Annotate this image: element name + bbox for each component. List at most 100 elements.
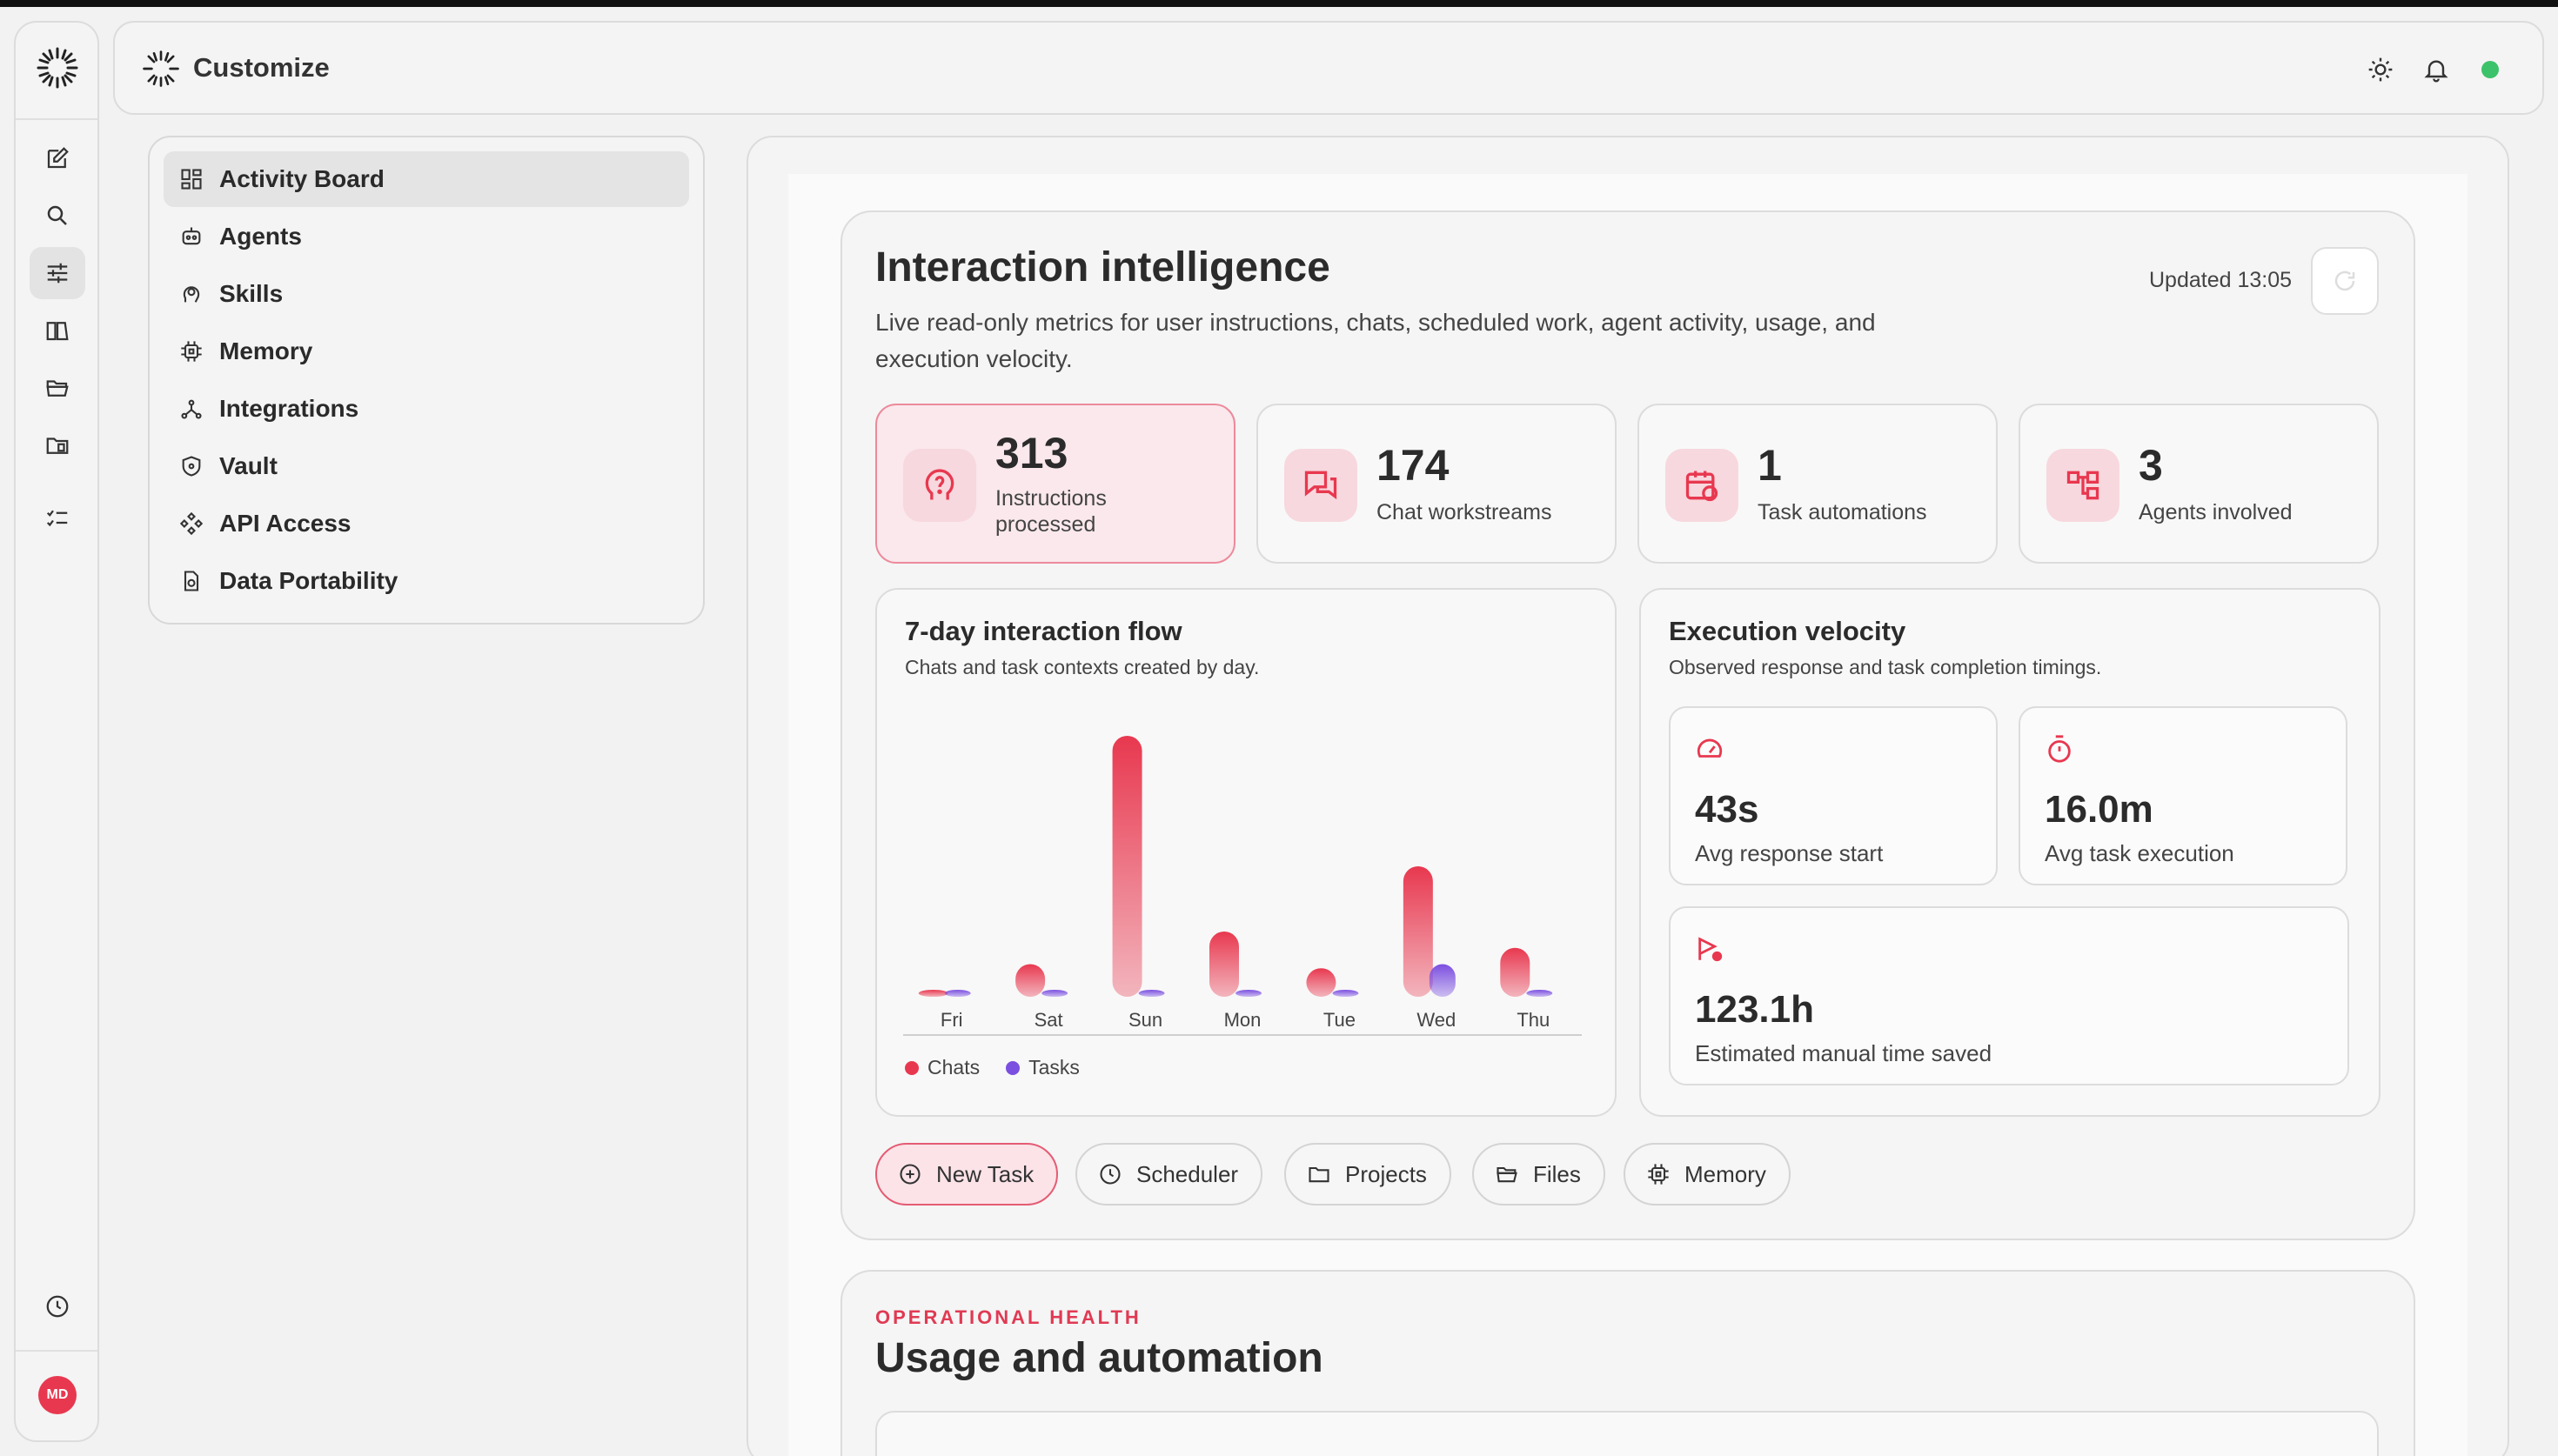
pill-label: Memory	[1684, 1160, 1766, 1187]
stat-label: Instructions processed	[995, 486, 1107, 537]
book-icon	[46, 322, 69, 341]
chip-icon	[181, 341, 202, 362]
nav-item-label: Integrations	[219, 395, 359, 422]
plus-circle-icon	[900, 1164, 921, 1185]
section-title: Usage and automation	[875, 1335, 1323, 1381]
memory-button[interactable]: Memory	[1624, 1143, 1791, 1206]
metric-value: 16.0m	[2045, 788, 2153, 831]
bar-chats-fri	[918, 990, 948, 997]
rail-new-chat-button[interactable]	[30, 132, 85, 184]
scheduler-button[interactable]: Scheduler	[1075, 1143, 1263, 1206]
rail-files-button[interactable]	[30, 419, 85, 471]
nav-item-agents[interactable]: Agents	[164, 209, 689, 264]
rail-search-button[interactable]	[30, 190, 85, 242]
nav-item-label: Data Portability	[219, 567, 398, 594]
nav-item-vault[interactable]: Vault	[164, 438, 689, 494]
checklist-icon	[46, 510, 68, 527]
stat-card-chats[interactable]: 174 Chat workstreams	[1256, 404, 1617, 564]
pill-label: Projects	[1345, 1160, 1427, 1187]
app-logo-icon[interactable]	[35, 45, 80, 90]
stat-card-agents[interactable]: 3 Agents involved	[2019, 404, 2379, 564]
brain-icon	[183, 286, 200, 303]
chat-bubbles-icon	[1304, 471, 1337, 500]
bell-icon	[2424, 60, 2448, 83]
top-header: Customize	[113, 21, 2544, 115]
api-icon	[179, 511, 204, 536]
files-button[interactable]: Files	[1472, 1143, 1605, 1206]
refresh-icon	[2334, 270, 2355, 291]
rail-library-button[interactable]	[30, 304, 85, 357]
bar-chats-thu	[1500, 947, 1530, 997]
app-logo-icon	[143, 50, 179, 87]
nav-item-label: Agents	[219, 223, 302, 250]
stat-card-automations[interactable]: 1 Task automations	[1637, 404, 1998, 564]
flag-clock-icon	[1698, 937, 1723, 962]
left-rail: MD	[14, 21, 99, 1442]
stat-label: Chat workstreams	[1376, 500, 1552, 524]
x-tick-label: Tue	[1323, 1009, 1356, 1031]
sliders-icon	[47, 263, 68, 284]
shield-icon	[182, 456, 201, 477]
projects-button[interactable]: Projects	[1284, 1143, 1451, 1206]
section-title: Interaction intelligence	[875, 244, 1330, 291]
x-tick-label: Thu	[1517, 1009, 1550, 1031]
nav-item-label: Memory	[219, 337, 313, 364]
legend-tasks-swatch	[1006, 1060, 1021, 1075]
interaction-flow-chart: Fri Sat Sun Mon Tue Wed Thu	[903, 736, 1582, 1036]
bar-tasks-thu	[1526, 990, 1553, 997]
stat-value: 174	[1376, 441, 1450, 490]
edit-icon	[47, 147, 69, 169]
nav-item-memory[interactable]: Memory	[164, 324, 689, 379]
calendar-repeat-icon	[1685, 471, 1718, 502]
velocity-title: Execution velocity	[1669, 616, 1906, 646]
stopwatch-icon	[2048, 735, 2071, 763]
chip-icon	[1648, 1164, 1669, 1185]
folder-file-icon	[46, 437, 69, 454]
section-eyebrow: OPERATIONAL HEALTH	[875, 1306, 1142, 1328]
bar-chats-sun	[1112, 736, 1142, 997]
status-indicator	[2481, 61, 2499, 78]
nav-item-label: Activity Board	[219, 165, 385, 192]
network-icon	[181, 399, 202, 419]
x-tick-label: Mon	[1224, 1009, 1262, 1031]
rail-tasks-button[interactable]	[30, 492, 85, 544]
rail-customize-button[interactable]	[30, 247, 85, 299]
nav-item-integrations[interactable]: Integrations	[164, 381, 689, 437]
flow-title: 7-day interaction flow	[905, 616, 1182, 646]
nav-item-data-portability[interactable]: Data Portability	[164, 553, 689, 609]
nav-item-label: API Access	[219, 510, 352, 537]
x-tick-label: Wed	[1416, 1009, 1456, 1031]
notifications-button[interactable]	[2419, 52, 2454, 87]
stat-value: 313	[995, 429, 1068, 478]
robot-icon	[182, 227, 201, 245]
page-title: Customize	[193, 52, 330, 83]
dashboard-icon	[181, 169, 202, 190]
avatar[interactable]: MD	[38, 1376, 77, 1414]
nav-item-skills[interactable]: Skills	[164, 266, 689, 322]
rail-projects-button[interactable]	[30, 362, 85, 414]
stat-value: 1	[1758, 441, 1782, 490]
metric-task-execution: 16.0m Avg task execution	[2019, 706, 2347, 885]
question-head-icon	[925, 469, 954, 500]
rail-history-button[interactable]	[30, 1280, 85, 1332]
new-task-button[interactable]: New Task	[875, 1143, 1059, 1206]
stat-value: 3	[2139, 441, 2163, 490]
metric-label: Estimated manual time saved	[1695, 1040, 1992, 1066]
theme-toggle-button[interactable]	[2363, 52, 2398, 87]
bar-tasks-mon	[1235, 990, 1262, 997]
file-export-icon	[184, 571, 199, 591]
nav-item-activity-board[interactable]: Activity Board	[164, 151, 689, 207]
metric-response-start: 43s Avg response start	[1669, 706, 1998, 885]
bar-tasks-fri	[944, 990, 971, 997]
section-description: Live read-only metrics for user instruct…	[875, 309, 1876, 372]
refresh-button[interactable]	[2311, 247, 2379, 315]
metric-value: 123.1h	[1695, 988, 1814, 1031]
clock-icon	[1100, 1164, 1121, 1185]
stat-card-instructions[interactable]: 313 Instructions processed	[875, 404, 1235, 564]
bar-tasks-sun	[1138, 990, 1165, 997]
clock-icon	[46, 1295, 69, 1318]
nav-item-api-access[interactable]: API Access	[164, 496, 689, 551]
x-tick-label: Fri	[941, 1009, 963, 1031]
usage-subcard	[875, 1411, 2379, 1456]
chart-legend: Chats Tasks	[905, 1056, 1080, 1079]
